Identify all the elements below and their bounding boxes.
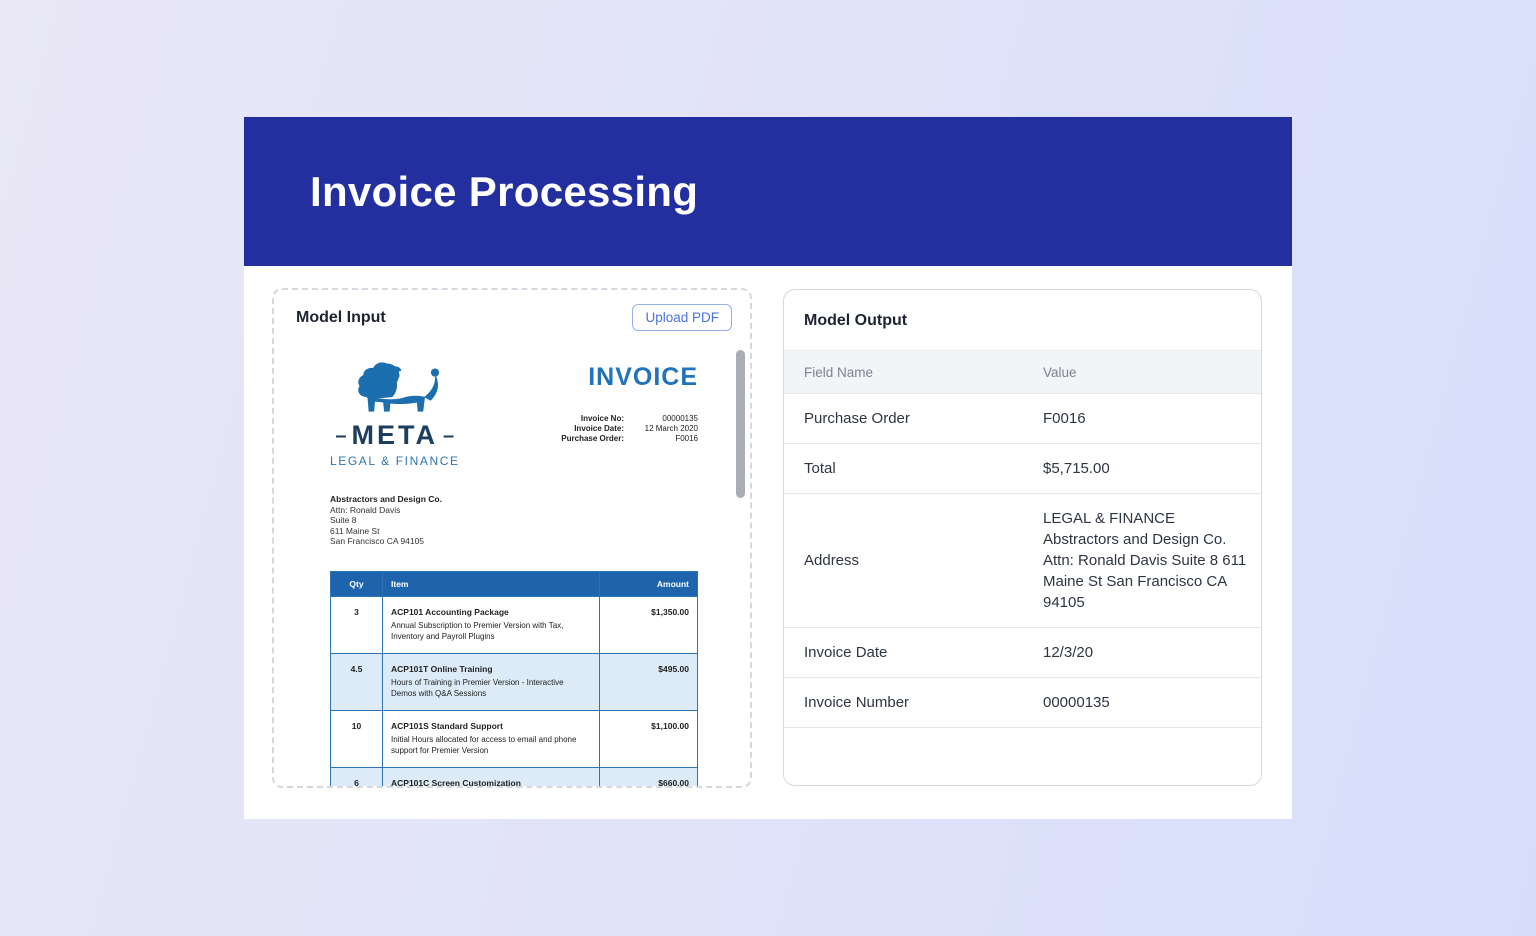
item-description: Hours of Training in Premier Version - I… bbox=[391, 677, 564, 699]
item-amount: $1,100.00 bbox=[599, 709, 698, 768]
document-scrollbar[interactable] bbox=[736, 350, 745, 498]
page-header: Invoice Processing bbox=[244, 117, 1292, 266]
output-field-name: Address bbox=[804, 552, 860, 569]
output-row: Total $5,715.00 bbox=[784, 444, 1261, 494]
invoice-meta-row: Invoice No: 00000135 bbox=[561, 414, 698, 424]
bill-to-address: Abstractors and Design Co. Attn: Ronald … bbox=[330, 494, 698, 547]
item-name: ACP101T Online Training bbox=[391, 663, 493, 674]
brand-name: META bbox=[351, 420, 439, 450]
model-input-title: Model Input bbox=[296, 308, 386, 326]
invoice-item-row: 10 ACP101S Standard Support Initial Hour… bbox=[330, 709, 698, 768]
invoice-document: – META – LEGAL & FINANCE INVOICE Invoice… bbox=[274, 331, 750, 788]
invoice-items-header-row: Qty Item Amount bbox=[330, 570, 698, 597]
model-output-title: Model Output bbox=[804, 312, 908, 329]
bill-to-line: Suite 8 bbox=[330, 515, 357, 525]
item-amount: $495.00 bbox=[599, 652, 698, 711]
output-field-value: 12/3/20 bbox=[1043, 644, 1094, 661]
brand-dash-left: – bbox=[335, 424, 347, 447]
page-title: Invoice Processing bbox=[310, 167, 699, 215]
output-row: Purchase Order F0016 bbox=[784, 394, 1261, 444]
item-column-header: Item bbox=[382, 570, 600, 597]
output-field-value: LEGAL & FINANCE Abstractors and Design C… bbox=[1043, 510, 1247, 611]
output-field-name: Purchase Order bbox=[804, 410, 910, 427]
invoice-item-row: 6 ACP101C Screen Customization Hours spe… bbox=[330, 766, 698, 788]
slide: Invoice Processing Model Input Upload PD… bbox=[244, 117, 1292, 819]
lion-icon bbox=[345, 359, 445, 422]
invoice-no-label: Invoice No: bbox=[580, 414, 624, 423]
bill-to-line: San Francisco CA 94105 bbox=[330, 536, 425, 546]
invoice-meta-row: Invoice Date: 12 March 2020 bbox=[561, 424, 698, 434]
item-name: ACP101S Standard Support bbox=[391, 720, 503, 731]
output-row: Invoice Number 00000135 bbox=[784, 678, 1261, 728]
output-field-value: F0016 bbox=[1043, 410, 1086, 427]
item-description: Initial Hours allocated for access to em… bbox=[391, 734, 577, 756]
output-table-header: Field Name Value bbox=[784, 350, 1261, 394]
brand-dash-right: – bbox=[443, 424, 455, 447]
item-name: ACP101C Screen Customization bbox=[391, 777, 521, 788]
output-field-name: Invoice Number bbox=[804, 694, 910, 711]
bill-to-line: Attn: Ronald Davis bbox=[330, 504, 401, 515]
output-row: Address LEGAL & FINANCE Abstractors and … bbox=[784, 494, 1261, 628]
invoice-meta: Invoice No: 00000135 Invoice Date: 12 Ma… bbox=[561, 414, 698, 444]
item-description: Annual Subscription to Premier Version w… bbox=[391, 620, 564, 642]
item-qty: 3 bbox=[330, 595, 383, 654]
output-field-value: 00000135 bbox=[1043, 694, 1110, 711]
bill-to-line: Abstractors and Design Co. bbox=[330, 494, 442, 504]
value-column-header: Value bbox=[1043, 364, 1077, 380]
item-cell: ACP101S Standard Support Initial Hours a… bbox=[382, 709, 600, 768]
purchase-order-value: F0016 bbox=[675, 434, 698, 443]
field-name-column-header: Field Name bbox=[804, 364, 874, 380]
item-qty: 4.5 bbox=[330, 652, 383, 711]
invoice-doc-header: – META – LEGAL & FINANCE INVOICE Invoice… bbox=[330, 359, 698, 468]
invoice-date-label: Invoice Date: bbox=[574, 424, 624, 433]
invoice-header-right: INVOICE Invoice No: 00000135 Invoice Dat… bbox=[561, 359, 698, 468]
brand-tagline: LEGAL & FINANCE bbox=[330, 454, 460, 468]
model-input-panel: Model Input Upload PDF bbox=[272, 288, 752, 788]
model-output-panel: Model Output Field Name Value Purchase O… bbox=[783, 289, 1262, 786]
amount-column-header: Amount bbox=[599, 570, 698, 597]
item-qty: 6 bbox=[330, 766, 383, 786]
invoice-doc-title: INVOICE bbox=[588, 363, 698, 391]
purchase-order-label: Purchase Order: bbox=[561, 434, 624, 443]
qty-column-header: Qty bbox=[330, 570, 383, 597]
item-cell: ACP101C Screen Customization Hours spent… bbox=[382, 766, 600, 788]
invoice-meta-row: Purchase Order: F0016 bbox=[561, 434, 698, 444]
item-qty: 10 bbox=[330, 709, 383, 768]
item-name: ACP101 Accounting Package bbox=[391, 606, 509, 617]
item-cell: ACP101T Online Training Hours of Trainin… bbox=[382, 652, 600, 711]
content-area: Model Input Upload PDF bbox=[244, 266, 1292, 819]
item-cell: ACP101 Accounting Package Annual Subscri… bbox=[382, 595, 600, 654]
item-amount: $660.00 bbox=[599, 766, 698, 786]
invoice-no-value: 00000135 bbox=[662, 414, 698, 423]
model-input-header: Model Input Upload PDF bbox=[274, 290, 750, 331]
invoice-item-row: 3 ACP101 Accounting Package Annual Subsc… bbox=[330, 595, 698, 654]
brand-row: – META – bbox=[335, 420, 454, 451]
bill-to-line: 611 Maine St bbox=[330, 525, 380, 536]
invoice-items-table: Qty Item Amount 3 ACP101 Accounting Pack… bbox=[330, 570, 698, 788]
output-field-name: Invoice Date bbox=[804, 644, 888, 661]
invoice-date-value: 12 March 2020 bbox=[644, 424, 698, 433]
output-field-value: $5,715.00 bbox=[1043, 460, 1110, 477]
item-amount: $1,350.00 bbox=[599, 595, 698, 654]
output-field-name: Total bbox=[804, 460, 836, 477]
output-row: Invoice Date 12/3/20 bbox=[784, 628, 1261, 678]
company-logo: – META – LEGAL & FINANCE bbox=[330, 359, 460, 468]
invoice-item-row: 4.5 ACP101T Online Training Hours of Tra… bbox=[330, 652, 698, 711]
upload-pdf-button[interactable]: Upload PDF bbox=[632, 304, 732, 331]
